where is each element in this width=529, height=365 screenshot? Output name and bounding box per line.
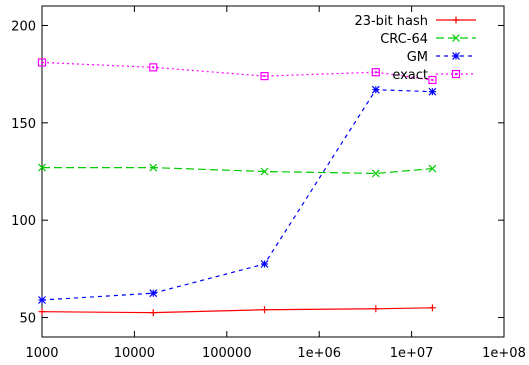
data-point	[149, 163, 158, 172]
legend-item: CRC-64	[380, 32, 476, 47]
x-tick-label: 100000	[202, 346, 252, 361]
data-point	[428, 87, 437, 96]
series-crc-64	[38, 163, 437, 178]
y-tick-label: 100	[11, 214, 36, 229]
legend-item: 23-bit hash	[354, 14, 476, 29]
series-gm	[38, 85, 437, 304]
data-point	[38, 296, 46, 304]
data-point	[371, 169, 380, 178]
series-exact	[37, 58, 437, 85]
data-point	[452, 52, 460, 60]
y-tick-label: 200	[11, 19, 36, 34]
data-point	[260, 71, 269, 81]
series-line	[41, 89, 433, 301]
axis-ticks: 1000 10000 100000 1e+06 1e+07 1e+08 50 100 150 20…	[11, 6, 526, 361]
y-tick-label: 150	[11, 117, 36, 132]
series-line	[41, 61, 433, 81]
plot-frame	[41, 5, 505, 338]
data-point	[38, 308, 46, 316]
data-point	[261, 306, 269, 314]
x-tick-label: 10000	[114, 346, 155, 361]
data-point	[451, 69, 461, 79]
data-point	[371, 85, 380, 94]
data-point	[452, 34, 460, 42]
data-point	[428, 75, 437, 85]
data-point	[149, 309, 157, 317]
legend-label: GM	[407, 50, 428, 65]
data-point	[37, 58, 47, 67]
legend-label: CRC-64	[380, 32, 428, 47]
x-tick-label: 1e+07	[390, 346, 434, 361]
data-point	[149, 63, 158, 72]
data-point	[428, 304, 436, 312]
x-tick-label: 1e+08	[482, 346, 526, 361]
data-point	[428, 164, 437, 173]
legend: 23-bit hash CRC-64 GM exact	[354, 14, 476, 83]
legend-label: exact	[392, 68, 428, 83]
legend-item: exact	[392, 68, 476, 83]
data-point	[452, 16, 460, 24]
series-group	[37, 58, 437, 317]
data-point	[260, 260, 269, 268]
data-point	[38, 163, 46, 172]
x-tick-label: 1000	[25, 346, 58, 361]
x-tick-label: 1e+06	[297, 346, 341, 361]
legend-item: GM	[407, 50, 476, 65]
data-point	[371, 68, 380, 77]
series-line	[42, 167, 433, 175]
data-point	[149, 289, 158, 298]
y-tick-label: 50	[19, 312, 36, 327]
series-23-bit-hash	[38, 304, 436, 317]
legend-label: 23-bit hash	[354, 14, 428, 29]
data-point	[372, 305, 380, 313]
data-point	[260, 167, 269, 176]
